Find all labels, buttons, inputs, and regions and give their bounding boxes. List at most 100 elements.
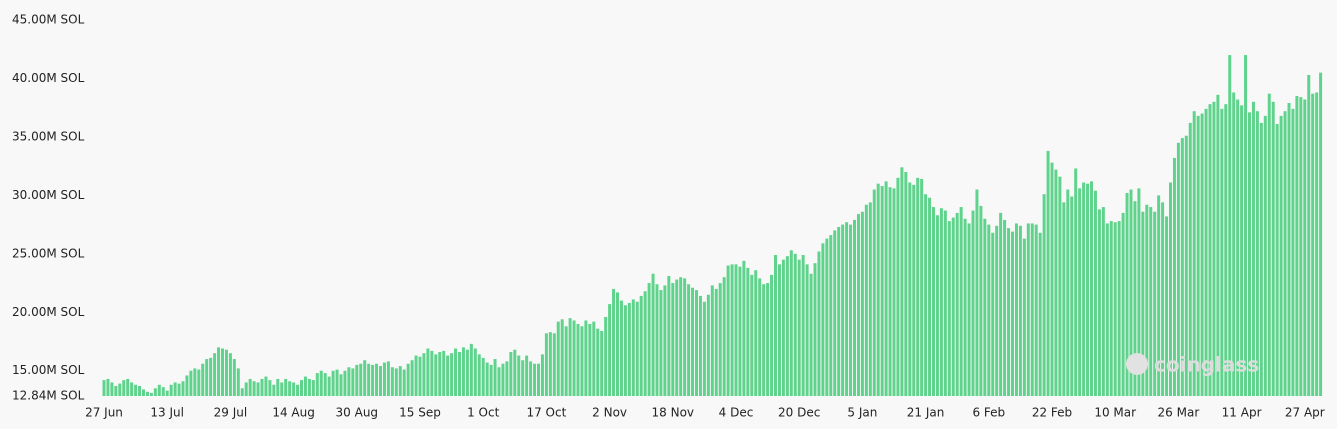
bar <box>770 274 774 396</box>
bar <box>619 300 623 396</box>
bar <box>232 359 236 396</box>
bar <box>540 354 544 396</box>
bar <box>1014 223 1018 396</box>
bar <box>600 330 604 396</box>
bar <box>1026 223 1030 396</box>
bar <box>1255 111 1259 396</box>
bar <box>1228 55 1232 397</box>
bar <box>1188 122 1192 397</box>
bar <box>955 212 959 396</box>
bar <box>1251 101 1255 397</box>
bar <box>592 321 596 396</box>
bar <box>1054 169 1058 396</box>
bar <box>1295 95 1299 396</box>
bar <box>276 378 280 396</box>
bar <box>126 378 130 396</box>
y-tick-label: 45.00M SOL <box>12 13 85 27</box>
bar <box>631 299 635 396</box>
bar <box>1279 115 1283 397</box>
bar <box>1137 188 1141 396</box>
bar <box>201 363 205 396</box>
bar <box>465 349 469 396</box>
bar <box>102 380 106 396</box>
bar <box>272 384 276 396</box>
bar <box>1220 108 1224 397</box>
bar <box>422 353 426 396</box>
bar <box>849 224 853 396</box>
bar <box>801 255 805 396</box>
bar <box>987 224 991 396</box>
bar <box>860 211 864 396</box>
bar <box>888 187 892 396</box>
bar <box>142 389 145 396</box>
bar <box>1232 92 1236 397</box>
bar <box>414 355 418 396</box>
bar <box>521 360 525 396</box>
bar <box>785 256 789 396</box>
bar <box>754 270 758 396</box>
y-tick-label: 20.00M SOL <box>12 305 85 319</box>
bar <box>1196 115 1200 397</box>
bar <box>864 204 868 396</box>
bar <box>825 238 829 396</box>
y-tick-label: 40.00M SOL <box>12 71 85 85</box>
bar <box>544 333 548 396</box>
bar <box>576 323 580 396</box>
bar <box>268 380 272 396</box>
x-tick-label: 21 Jan <box>907 406 945 420</box>
bar <box>643 291 647 396</box>
bar <box>169 384 173 396</box>
bar <box>655 284 659 396</box>
x-tick-label: 27 Apr <box>1285 406 1325 420</box>
bar <box>1046 150 1050 396</box>
bar <box>517 355 521 396</box>
bar <box>616 292 619 396</box>
bar <box>1303 99 1307 396</box>
x-tick-label: 2 Nov <box>592 406 627 420</box>
bar <box>1311 93 1315 397</box>
bar <box>1299 97 1303 396</box>
bar <box>1011 231 1014 396</box>
bar <box>292 382 296 396</box>
bar <box>1271 101 1275 397</box>
bar <box>205 359 209 396</box>
bar <box>687 284 691 396</box>
bar <box>1101 207 1105 396</box>
bar <box>458 352 461 396</box>
bar <box>1121 212 1125 396</box>
bar <box>367 363 371 396</box>
bar <box>469 343 473 396</box>
bar <box>1157 195 1161 396</box>
bar <box>153 388 157 396</box>
bar <box>853 219 856 396</box>
bar <box>473 348 477 396</box>
bar <box>975 189 979 396</box>
bar <box>319 370 323 396</box>
bar <box>730 264 734 396</box>
bar <box>1216 94 1220 397</box>
bar <box>710 285 714 396</box>
bar <box>410 360 414 396</box>
bar <box>995 225 999 396</box>
bar <box>821 243 825 396</box>
bar <box>872 189 876 396</box>
bar <box>698 295 702 396</box>
bar <box>1038 232 1042 396</box>
bar <box>1287 103 1291 396</box>
bar <box>758 278 762 396</box>
bar <box>924 194 928 396</box>
bar <box>406 363 410 396</box>
x-tick-label: 29 Jul <box>214 406 248 420</box>
bar <box>529 361 533 396</box>
bar <box>402 369 406 396</box>
bar <box>1093 190 1097 396</box>
y-tick-label: 12.84M SOL <box>12 389 85 403</box>
bar <box>224 349 228 396</box>
bar <box>418 356 422 396</box>
x-tick-label: 5 Jan <box>847 406 877 420</box>
bar <box>454 348 458 396</box>
bar <box>971 210 975 396</box>
bar <box>777 264 781 396</box>
bar <box>244 382 248 396</box>
bar <box>612 288 616 396</box>
